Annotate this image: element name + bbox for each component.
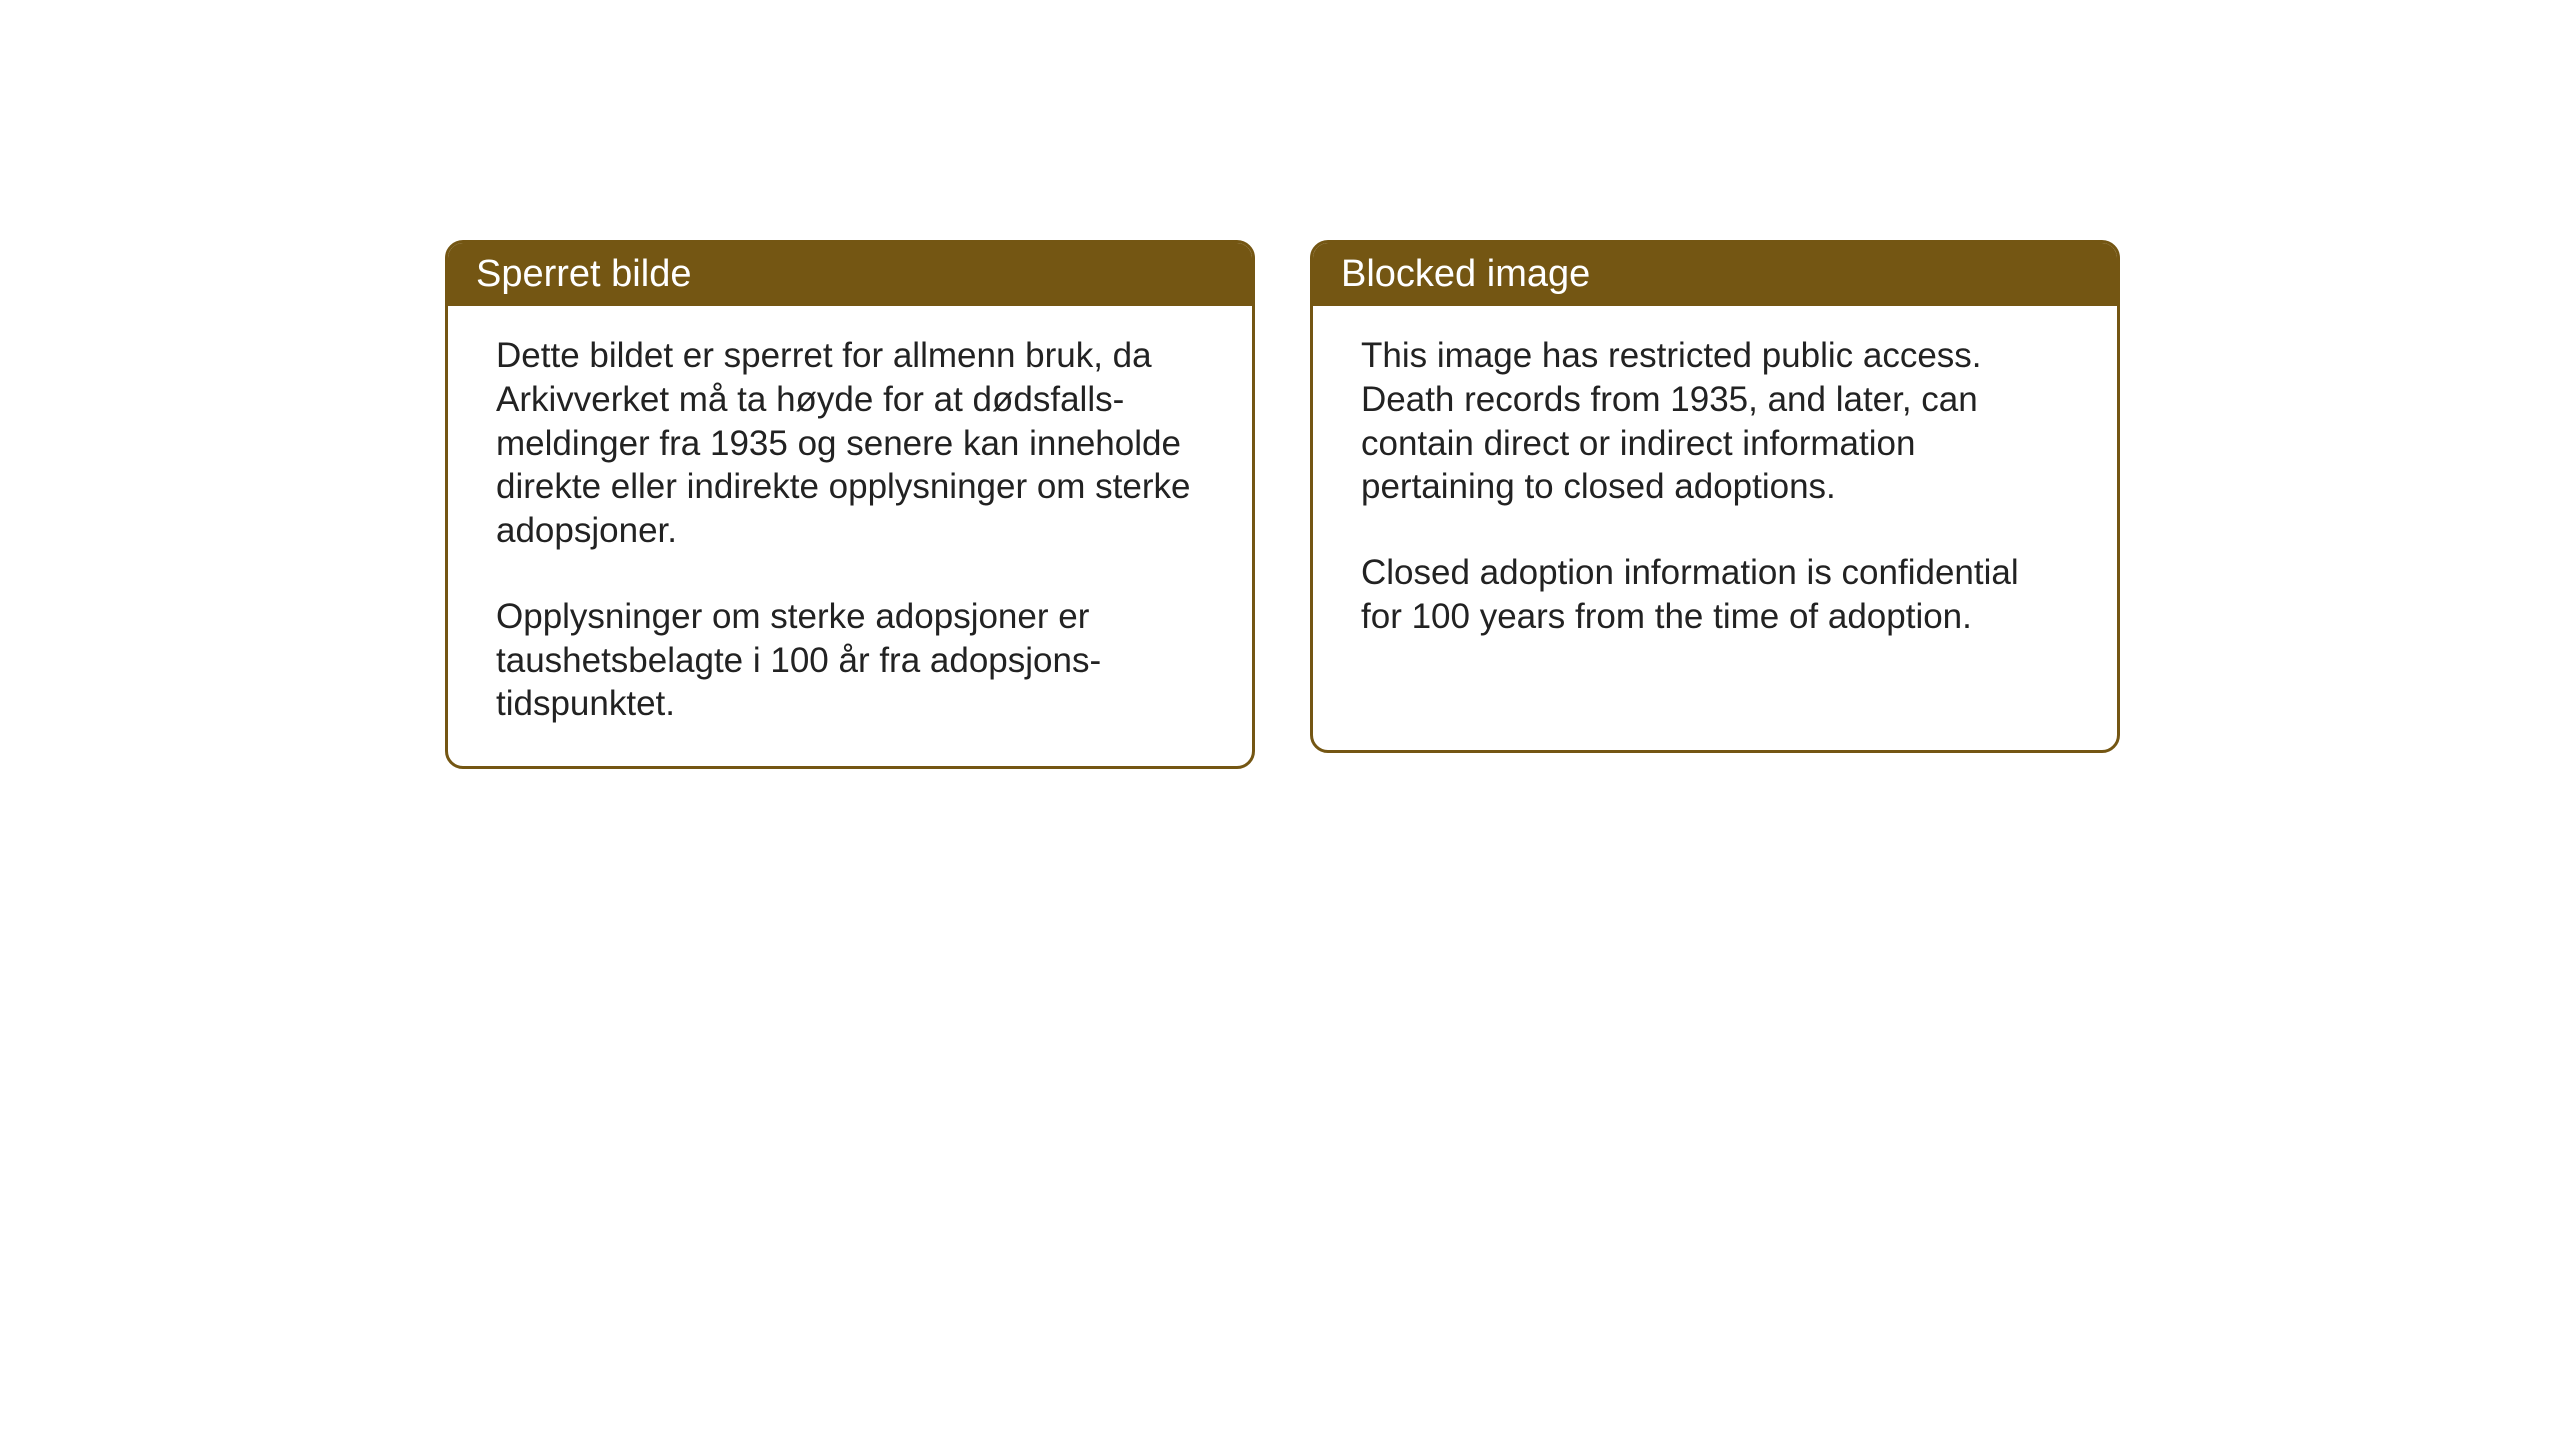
notice-body-norwegian: Dette bildet er sperret for allmenn bruk… xyxy=(448,306,1252,766)
notice-header-english: Blocked image xyxy=(1313,243,2117,306)
notice-body-english: This image has restricted public access.… xyxy=(1313,306,2117,679)
notice-title-english: Blocked image xyxy=(1341,253,1590,295)
notice-header-norwegian: Sperret bilde xyxy=(448,243,1252,306)
notice-box-norwegian: Sperret bilde Dette bildet er sperret fo… xyxy=(445,240,1255,769)
notice-paragraph-1-english: This image has restricted public access.… xyxy=(1361,334,2069,509)
notice-container: Sperret bilde Dette bildet er sperret fo… xyxy=(445,240,2120,769)
notice-box-english: Blocked image This image has restricted … xyxy=(1310,240,2120,753)
notice-paragraph-1-norwegian: Dette bildet er sperret for allmenn bruk… xyxy=(496,334,1204,553)
notice-paragraph-2-english: Closed adoption information is confident… xyxy=(1361,551,2069,639)
notice-title-norwegian: Sperret bilde xyxy=(476,253,691,295)
notice-paragraph-2-norwegian: Opplysninger om sterke adopsjoner er tau… xyxy=(496,595,1204,726)
